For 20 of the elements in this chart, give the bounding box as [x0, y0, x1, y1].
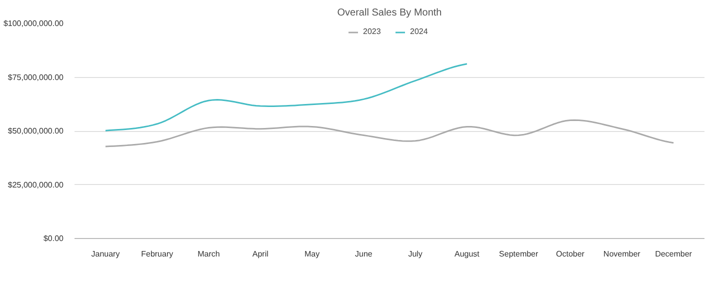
x-tick-label: March — [198, 250, 220, 258]
y-tick-label: $25,000,000.00 — [8, 180, 64, 190]
x-tick-label: June — [355, 250, 373, 258]
y-tick-label: $0.00 — [43, 234, 64, 243]
x-tick-label: January — [91, 250, 120, 258]
x-tick-label: October — [556, 250, 585, 258]
legend-label: 2024 — [410, 27, 429, 36]
legend-label: 2023 — [363, 27, 382, 36]
x-tick-label: April — [252, 250, 269, 258]
x-tick-label: September — [499, 250, 538, 258]
chart-title: Overall Sales By Month — [337, 8, 442, 18]
x-tick-label: July — [408, 250, 422, 258]
x-tick-label: May — [304, 250, 320, 258]
x-tick-label: August — [454, 250, 480, 258]
x-tick-label: December — [655, 250, 692, 258]
x-tick-label: November — [603, 250, 641, 258]
y-tick-label: $100,000,000.00 — [3, 19, 64, 28]
y-tick-label: $75,000,000.00 — [8, 72, 64, 82]
y-tick-label: $50,000,000.00 — [8, 126, 64, 136]
x-tick-label: February — [141, 250, 174, 258]
